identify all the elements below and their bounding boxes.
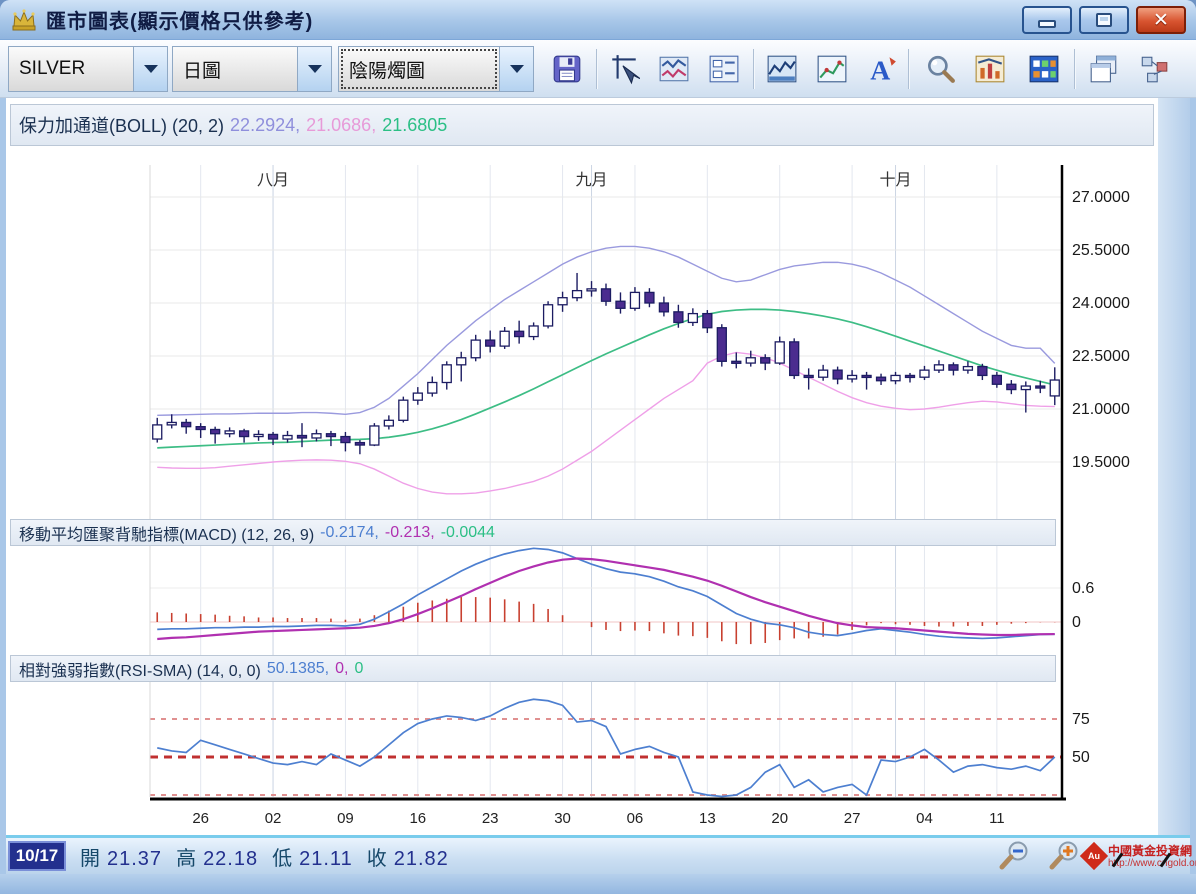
toolbar-separator	[908, 49, 909, 89]
cngold-watermark: Au 中國黃金投資網 http://www.cngold.org	[1084, 840, 1188, 873]
chart-background	[6, 98, 1158, 835]
grid-view-button[interactable]	[1022, 48, 1066, 90]
boll-label: 保力加通道(BOLL) (20, 2)	[19, 112, 224, 138]
symbol-select[interactable]: SILVER	[8, 46, 168, 92]
area-chart-button[interactable]	[760, 48, 804, 90]
macd-value: -0.2174,	[320, 524, 379, 542]
magnifier-icon	[924, 53, 956, 85]
area-chart-icon	[766, 53, 798, 85]
data-table-icon	[708, 53, 740, 85]
window-right-inset	[1158, 98, 1190, 835]
high-label: 高	[176, 848, 197, 870]
save-button[interactable]	[545, 48, 589, 90]
maximize-button[interactable]	[1079, 6, 1129, 34]
rsi-value2: 0,	[335, 660, 348, 678]
layout-tree-icon	[1138, 53, 1170, 85]
maximize-icon	[1096, 13, 1112, 27]
ohlc-readout: 開 21.37 高 22.18 低 21.11 收 21.82	[80, 842, 463, 871]
line-chart-button[interactable]	[810, 48, 854, 90]
grid-view-icon	[1028, 53, 1060, 85]
cascade-windows-button[interactable]	[1082, 48, 1126, 90]
close-button[interactable]: ✕	[1136, 6, 1186, 34]
zoom-out-button[interactable]	[994, 840, 1038, 872]
boll-middle-value: 21.6805	[382, 115, 447, 136]
period-select[interactable]: 日圖	[172, 46, 332, 92]
selected-date-badge: 10/17	[8, 841, 66, 871]
crown-app-icon	[10, 7, 38, 33]
au-badge-text: Au	[1087, 851, 1101, 861]
rsi-value3: 0	[354, 660, 363, 678]
magnifier-button[interactable]	[918, 48, 962, 90]
macd-signal-value: -0.213,	[385, 524, 435, 542]
window-bottom-frame	[0, 874, 1196, 894]
chart-window: 八月九月十月26020916233006132027041127.000025.…	[0, 0, 1196, 894]
window-title: 匯市圖表(顯示價格只供參考)	[46, 5, 313, 34]
svg-text:A: A	[870, 55, 890, 85]
indicator-lines-button[interactable]	[652, 48, 696, 90]
close-icon: ✕	[1153, 11, 1169, 30]
boll-indicator-strip: 保力加通道(BOLL) (20, 2) 22.2924, 21.0686, 21…	[10, 104, 1154, 146]
toolbar-separator	[753, 49, 754, 89]
line-chart-icon	[816, 53, 848, 85]
rsi-value: 50.1385,	[267, 660, 329, 678]
indicator-lines-icon	[658, 53, 690, 85]
close-label: 收	[367, 848, 388, 870]
chart-type-select[interactable]: 陰陽燭圖	[338, 46, 534, 92]
high-value: 22.18	[203, 848, 258, 870]
chevron-down-icon[interactable]	[297, 47, 331, 91]
symbol-select-value: SILVER	[9, 47, 133, 91]
title-bar[interactable]: 匯市圖表(顯示價格只供參考) ✕	[0, 0, 1196, 40]
text-annotation-button[interactable]: A	[860, 48, 904, 90]
status-bar: 10/17 開 21.37 高 22.18 低 21.11 收 21.82 Au 中國黃金投資…	[6, 838, 1190, 874]
boll-lower-value: 21.0686,	[306, 115, 376, 136]
toolbar-separator	[1074, 49, 1075, 89]
minimize-icon	[1038, 20, 1056, 28]
toolbar-separator	[596, 49, 597, 89]
pattern-chart-button[interactable]	[968, 48, 1012, 90]
rsi-indicator-strip: 相對強弱指數(RSI-SMA) (14, 0, 0) 50.1385, 0, 0	[10, 655, 1056, 682]
watermark-url: http://www.cngold.org	[1108, 858, 1196, 869]
minimize-button[interactable]	[1022, 6, 1072, 34]
low-label: 低	[272, 848, 293, 870]
toolbar: SILVER 日圖 陰陽燭圖	[0, 40, 1196, 98]
save-icon	[551, 53, 583, 85]
crosshair-draw-button[interactable]	[602, 48, 646, 90]
text-annotation-icon: A	[866, 53, 898, 85]
pattern-chart-icon	[974, 53, 1006, 85]
low-value: 21.11	[299, 848, 353, 870]
zoom-out-icon	[994, 840, 1038, 872]
layout-tree-button[interactable]	[1132, 48, 1176, 90]
cascade-windows-icon	[1088, 53, 1120, 85]
macd-indicator-strip: 移動平均匯聚背馳指標(MACD) (12, 26, 9) -0.2174, -0…	[10, 519, 1056, 546]
macd-label: 移動平均匯聚背馳指標(MACD) (12, 26, 9)	[19, 521, 314, 545]
data-table-button[interactable]	[702, 48, 746, 90]
macd-hist-value: -0.0044	[441, 524, 495, 542]
chart-type-select-value: 陰陽燭圖	[339, 47, 499, 91]
crosshair-draw-icon	[608, 53, 640, 85]
open-value: 21.37	[107, 848, 162, 870]
chevron-down-icon[interactable]	[133, 47, 167, 91]
rsi-label: 相對強弱指數(RSI-SMA) (14, 0, 0)	[19, 657, 261, 681]
open-label: 開	[80, 848, 101, 870]
close-value: 21.82	[394, 848, 449, 870]
boll-upper-value: 22.2924,	[230, 115, 300, 136]
period-select-value: 日圖	[173, 47, 297, 91]
chevron-down-icon[interactable]	[499, 47, 533, 91]
